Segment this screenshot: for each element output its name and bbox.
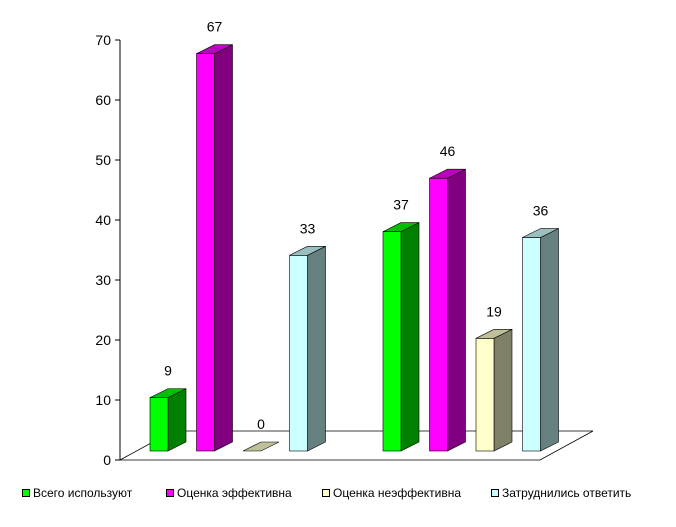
bar-side [307,245,326,452]
bar-side [400,222,420,452]
legend: Всего используют Оценка эффективна Оценк… [0,486,676,508]
data-label: 67 [207,19,223,35]
legend-item: Всего используют [22,486,132,500]
bar-side [167,388,187,452]
legend-item: Оценка эффективна [166,486,292,500]
legend-label: Оценка неэффективна [333,486,461,500]
bar-top [522,228,559,238]
bar-side [540,228,559,452]
bar [429,168,466,452]
bar-front [522,237,541,452]
bar-top [196,44,233,54]
bar [242,441,280,452]
y-tick-label: 50 [95,152,111,168]
bar [196,44,233,452]
legend-swatch [22,489,30,497]
bar-side [447,168,466,452]
bar-top [382,222,420,232]
bar-top [289,246,326,256]
chart-floor [119,430,594,461]
bar-top [149,388,187,398]
y-tick-label: 60 [95,92,111,108]
bar-top [475,329,513,339]
legend-item: Затруднились ответить [491,486,631,500]
data-label: 46 [440,143,456,159]
bar-top [242,441,280,452]
data-label: 0 [257,416,265,432]
legend-label: Оценка эффективна [177,486,292,500]
data-label: 37 [393,197,409,213]
y-tick-label: 40 [95,212,111,228]
legend-swatch [491,489,499,497]
bar [289,245,326,452]
y-tick-label: 30 [95,272,111,288]
bar-front [382,231,402,452]
bar [522,228,559,452]
y-tick-label: 70 [95,32,111,48]
data-label: 19 [486,303,502,319]
bar [475,328,513,452]
data-label: 36 [533,203,549,219]
bar [149,388,187,452]
bar-front [429,177,448,452]
bar-front [149,397,169,452]
legend-item: Оценка неэффективна [322,486,461,500]
bar-front [196,53,215,452]
legend-swatch [322,489,330,497]
legend-label: Затруднились ответить [502,486,632,500]
legend-swatch [166,489,174,497]
y-tick-label: 0 [103,452,111,468]
data-label: 9 [164,363,172,379]
y-tick-label: 20 [95,332,111,348]
y-tick-label: 10 [95,392,111,408]
legend-label: Всего используют [33,486,133,500]
data-label: 33 [300,220,316,236]
bar-front [289,255,308,452]
bar-side [493,328,513,452]
bar [382,222,420,452]
bar-side [214,44,233,452]
bar-front [475,338,495,452]
bar-top [429,168,466,179]
